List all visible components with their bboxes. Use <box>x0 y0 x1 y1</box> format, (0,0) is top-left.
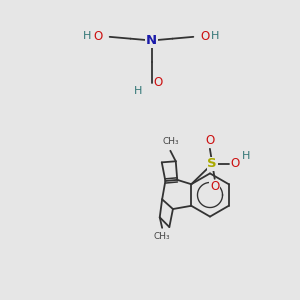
Text: H: H <box>134 86 142 97</box>
Text: O: O <box>210 180 219 193</box>
Text: O: O <box>230 157 239 170</box>
Text: H: H <box>211 31 220 40</box>
Text: N: N <box>146 34 157 47</box>
Text: O: O <box>200 30 209 43</box>
Text: H: H <box>242 151 250 161</box>
Text: H: H <box>83 31 92 40</box>
Text: O: O <box>154 76 163 89</box>
Text: CH₃: CH₃ <box>162 137 179 146</box>
Text: O: O <box>205 134 214 147</box>
Text: O: O <box>94 30 103 43</box>
Text: CH₃: CH₃ <box>154 232 170 241</box>
Text: S: S <box>208 157 217 170</box>
